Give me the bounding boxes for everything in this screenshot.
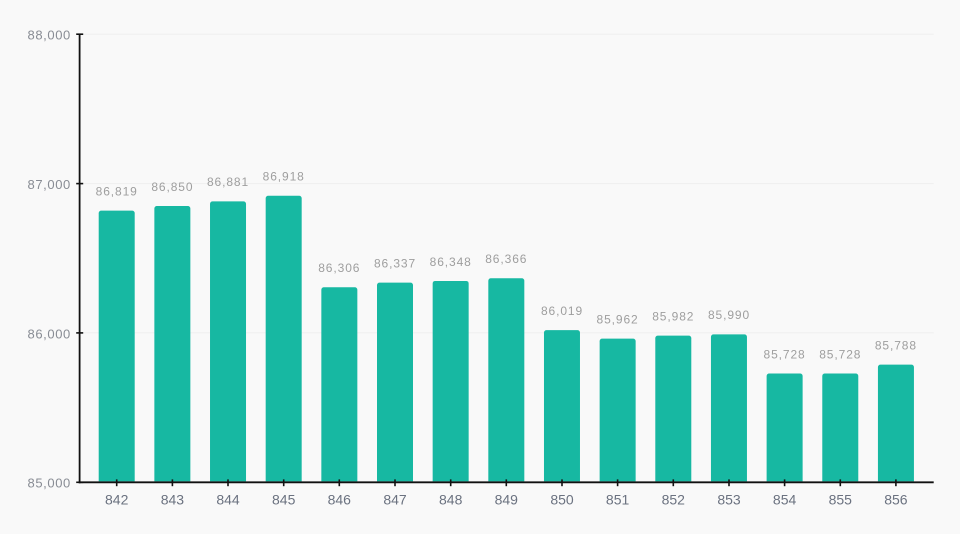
svg-text:856: 856 xyxy=(884,491,908,507)
svg-text:845: 845 xyxy=(272,491,296,507)
svg-text:842: 842 xyxy=(105,491,129,507)
svg-text:86,881: 86,881 xyxy=(207,175,249,189)
svg-text:853: 853 xyxy=(717,491,741,507)
svg-text:855: 855 xyxy=(829,491,853,507)
svg-text:87,000: 87,000 xyxy=(28,177,71,192)
svg-text:86,366: 86,366 xyxy=(485,252,527,266)
svg-text:847: 847 xyxy=(383,491,407,507)
svg-text:86,918: 86,918 xyxy=(263,170,305,184)
svg-text:86,019: 86,019 xyxy=(541,304,583,318)
svg-text:849: 849 xyxy=(495,491,519,507)
svg-text:85,728: 85,728 xyxy=(819,347,861,361)
svg-text:852: 852 xyxy=(662,491,686,507)
svg-text:86,337: 86,337 xyxy=(374,256,416,270)
svg-text:851: 851 xyxy=(606,491,630,507)
svg-text:86,000: 86,000 xyxy=(28,326,71,341)
svg-text:844: 844 xyxy=(216,491,240,507)
svg-text:86,850: 86,850 xyxy=(151,180,193,194)
svg-text:85,000: 85,000 xyxy=(28,476,71,491)
svg-text:85,982: 85,982 xyxy=(652,309,694,323)
svg-text:85,962: 85,962 xyxy=(597,312,639,326)
svg-text:86,819: 86,819 xyxy=(96,184,138,198)
svg-text:848: 848 xyxy=(439,491,463,507)
svg-text:850: 850 xyxy=(550,491,574,507)
svg-text:85,728: 85,728 xyxy=(764,347,806,361)
svg-text:86,348: 86,348 xyxy=(430,255,472,269)
svg-text:843: 843 xyxy=(161,491,185,507)
svg-text:88,000: 88,000 xyxy=(28,28,71,43)
svg-text:854: 854 xyxy=(773,491,797,507)
svg-text:85,788: 85,788 xyxy=(875,338,917,352)
svg-text:86,306: 86,306 xyxy=(318,261,360,275)
svg-text:846: 846 xyxy=(328,491,352,507)
svg-text:85,990: 85,990 xyxy=(708,308,750,322)
